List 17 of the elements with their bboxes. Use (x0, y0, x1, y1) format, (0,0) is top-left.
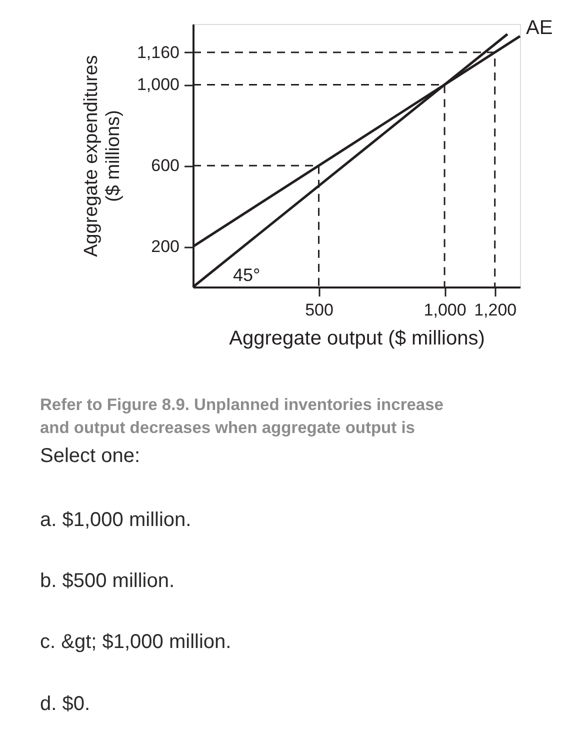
text: Select one: (40, 445, 140, 467)
annotation: 45° (233, 265, 260, 285)
text: Refer to Figure 8.9. Unplanned inventories increase and output decreases when aggregate output is (40, 396, 444, 437)
y-tick-label: 200 (151, 237, 180, 256)
y-tick-label: 600 (151, 156, 180, 176)
y-tick-label: 1,160 (136, 42, 180, 62)
text: d. $0. (40, 693, 90, 715)
x-tick-label: 500 (305, 300, 334, 320)
x-tick-label: 1,000 (424, 300, 466, 320)
text: a. $1,000 million. (40, 509, 192, 531)
series-label: AE (526, 17, 553, 40)
text: c. &gt; $1,000 million. (40, 631, 232, 653)
text: b. $500 million. (40, 570, 175, 592)
x-tick-label: 1,200 (474, 300, 517, 320)
x-axis-title: Aggregate output ($ millions) (229, 328, 485, 350)
y-axis-title: Aggregate expenditures ($ millions) (80, 55, 124, 257)
y-tick-label: 1,000 (136, 75, 180, 94)
